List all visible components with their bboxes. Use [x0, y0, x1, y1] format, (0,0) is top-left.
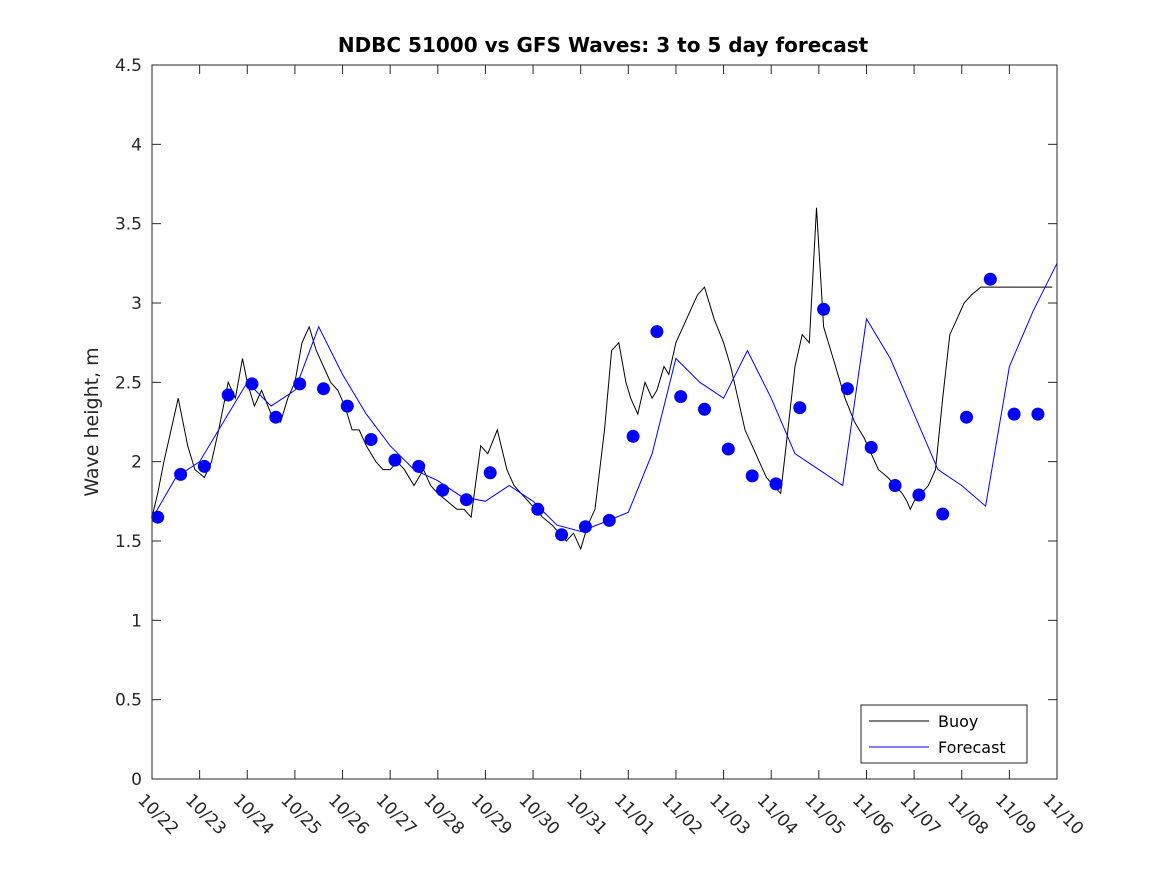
- forecast-marker: [793, 401, 807, 415]
- forecast-marker: [674, 390, 688, 404]
- forecast-marker: [1007, 407, 1021, 421]
- forecast-marker: [483, 466, 497, 480]
- y-tick-label: 4: [131, 135, 142, 155]
- forecast-marker: [960, 410, 973, 424]
- forecast-marker: [459, 493, 473, 507]
- forecast-marker: [650, 325, 664, 339]
- forecast-marker: [769, 477, 783, 491]
- forecast-marker: [221, 388, 235, 402]
- y-tick-label: 0.5: [115, 691, 142, 711]
- legend-buoy-label: Buoy: [938, 712, 978, 731]
- y-tick-label: 3: [131, 294, 142, 314]
- forecast-marker: [602, 513, 616, 527]
- chart-title: NDBC 51000 vs GFS Waves: 3 to 5 day fore…: [338, 33, 869, 57]
- series-buoy-line: [152, 207, 1053, 551]
- forecast-marker: [245, 377, 259, 391]
- forecast-marker: [364, 433, 378, 446]
- forecast-marker: [578, 520, 592, 534]
- y-axis-label: Wave height, m: [81, 347, 103, 496]
- y-tick-label: 1: [131, 611, 142, 631]
- forecast-marker: [174, 467, 188, 481]
- forecast-marker: [340, 399, 354, 413]
- forecast-marker: [840, 382, 854, 396]
- legend: Buoy Forecast: [860, 704, 1028, 764]
- forecast-marker: [745, 469, 759, 483]
- forecast-marker: [317, 382, 330, 396]
- forecast-marker: [555, 528, 569, 542]
- forecast-marker: [864, 440, 878, 454]
- forecast-marker: [197, 459, 211, 473]
- y-tick-label: 4.5: [115, 56, 142, 76]
- forecast-marker: [436, 483, 450, 497]
- forecast-marker: [817, 302, 831, 316]
- forecast-marker: [1031, 407, 1045, 421]
- forecast-marker: [293, 377, 307, 391]
- forecast-marker: [151, 510, 165, 524]
- forecast-marker: [388, 453, 402, 467]
- forecast-marker: [983, 272, 997, 286]
- legend-box: [860, 704, 1028, 764]
- forecast-marker: [912, 488, 926, 502]
- forecast-marker: [269, 410, 283, 424]
- plot-frame: [151, 64, 1058, 780]
- y-tick-label: 2: [131, 453, 142, 473]
- forecast-marker: [888, 479, 902, 492]
- forecast-marker: [721, 442, 735, 456]
- y-tick-label: 3.5: [115, 215, 142, 235]
- forecast-marker: [698, 402, 711, 416]
- y-tick-label: 0: [131, 770, 142, 790]
- forecast-marker: [412, 459, 426, 473]
- plot-area: [151, 207, 1057, 551]
- y-tick-label: 2.5: [115, 373, 142, 393]
- forecast-marker: [626, 429, 640, 443]
- forecast-marker: [936, 507, 950, 521]
- legend-forecast-label: Forecast: [938, 738, 1006, 757]
- forecast-marker: [531, 502, 545, 516]
- y-tick-label: 1.5: [115, 532, 142, 552]
